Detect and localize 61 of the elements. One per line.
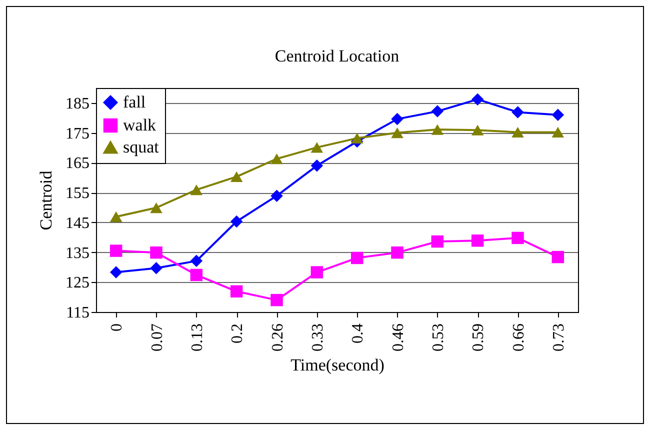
point: [391, 246, 404, 259]
point: [552, 108, 564, 122]
y-tick-label: 165: [66, 155, 90, 172]
x-tick-label: 0.4: [350, 324, 367, 344]
point: [150, 262, 162, 274]
point: [552, 126, 564, 138]
point: [230, 171, 243, 182]
y-tick-label: 145: [66, 214, 90, 232]
y-tick-label: 175: [66, 125, 90, 142]
point: [391, 112, 404, 126]
x-tick-label: 0.46: [390, 324, 407, 352]
point: [150, 202, 162, 214]
legend-label: fall: [123, 92, 146, 112]
x-axis-title: Time(second): [290, 356, 384, 374]
x-tick-label: 0: [108, 324, 126, 332]
x-tick-label: 0.13: [188, 324, 206, 352]
point: [230, 215, 243, 228]
point: [110, 266, 122, 278]
chart-title: Centroid Location: [274, 46, 400, 66]
legend-label: walk: [123, 116, 157, 134]
point: [512, 106, 524, 118]
point: [310, 266, 324, 278]
point: [270, 294, 283, 306]
x-tick-label: 0.2: [229, 324, 246, 344]
point: [190, 268, 203, 282]
y-tick-label: 125: [66, 274, 90, 292]
point: [512, 232, 524, 244]
x-tick-label: 0.26: [269, 324, 286, 352]
point: [310, 142, 324, 153]
point: [270, 153, 283, 164]
y-tick-label: 135: [66, 244, 90, 262]
point: [552, 250, 564, 264]
point: [391, 127, 404, 138]
point: [270, 190, 283, 202]
y-axis-title: Centroid: [36, 170, 56, 230]
point: [110, 211, 122, 222]
point: [310, 160, 324, 172]
x-tick-label: 0.53: [430, 324, 447, 352]
point: [471, 124, 484, 136]
y-tick-label: 115: [66, 304, 90, 322]
point: [190, 254, 203, 268]
point: [471, 93, 484, 106]
point: [431, 105, 444, 118]
x-tick-label: 0.73: [550, 324, 568, 352]
x-tick-label: 0.66: [510, 324, 528, 352]
point: [110, 244, 122, 257]
point: [431, 235, 444, 248]
x-tick-label: 0.33: [309, 324, 326, 352]
point: [190, 184, 203, 196]
point: [230, 285, 243, 298]
point: [431, 124, 444, 135]
point: [350, 132, 364, 144]
point: [471, 234, 484, 247]
legend-label: squat: [123, 138, 160, 156]
y-tick-label: 185: [66, 95, 90, 112]
point: [150, 246, 162, 259]
y-tick-label: 155: [66, 185, 90, 202]
point: [350, 252, 364, 264]
x-tick-label: 0.07: [148, 324, 166, 352]
x-tick-label: 0.59: [470, 324, 488, 352]
point: [512, 126, 524, 138]
